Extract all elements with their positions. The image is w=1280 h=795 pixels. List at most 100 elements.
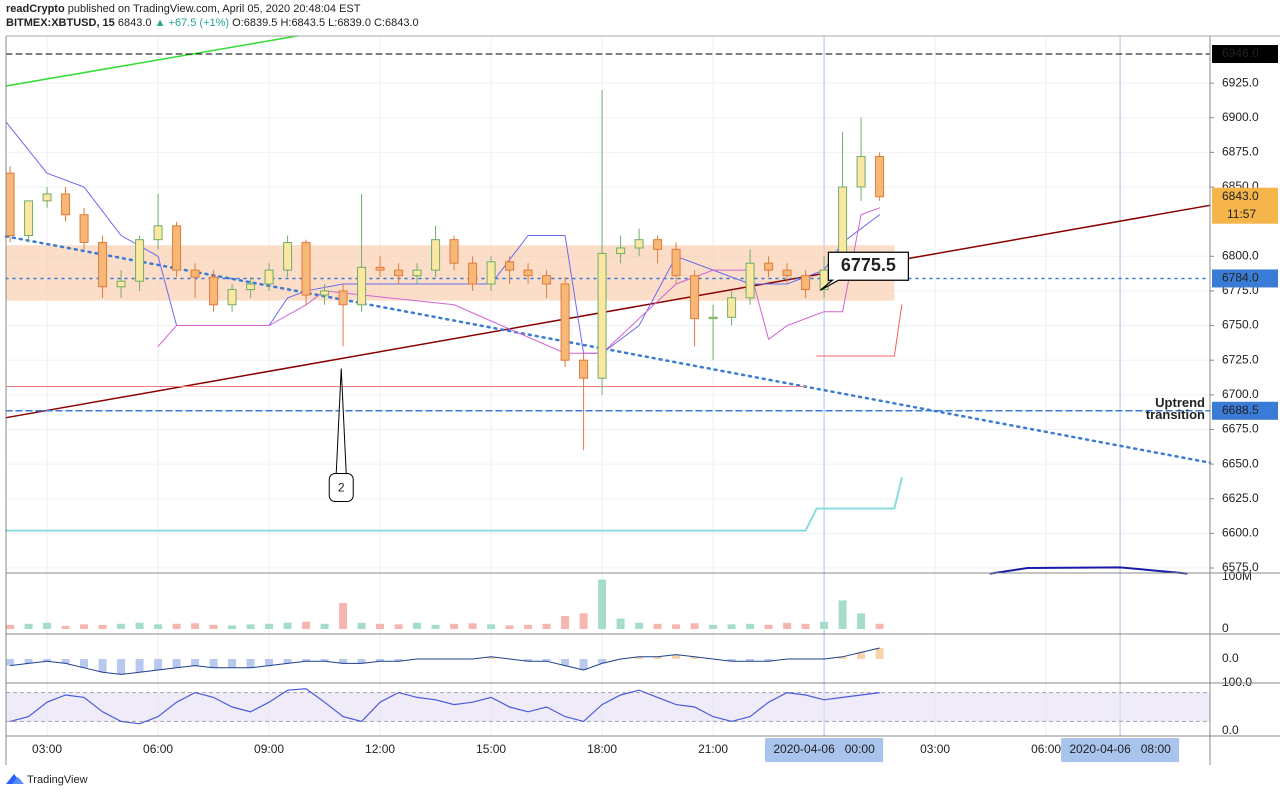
note-text: Uptrend	[1155, 395, 1205, 410]
macd-hist	[635, 656, 644, 659]
volume-bar	[450, 623, 459, 629]
price-label-box	[1212, 187, 1278, 224]
macd-hist	[283, 659, 292, 664]
symbol-line: BITMEX:XBTUSD, 15 6843.0 ▲ +67.5 (+1%) O…	[6, 17, 419, 29]
macd-line	[10, 647, 880, 675]
macd-hist	[320, 659, 329, 662]
candle-body	[320, 290, 330, 296]
x-tick-label: 15:00	[476, 742, 506, 756]
candle-body	[412, 269, 422, 277]
macd-hist	[561, 659, 570, 666]
volume-bar	[413, 622, 422, 629]
macd-hist	[579, 659, 588, 670]
volume-bar	[61, 625, 70, 629]
candle-body	[338, 290, 348, 306]
candle-body	[764, 262, 774, 271]
volume-bar	[524, 624, 533, 629]
x-tick-label: 03:00	[32, 742, 62, 756]
macd-hist	[394, 659, 403, 662]
volume-bar	[339, 602, 348, 629]
volume-bar	[394, 624, 403, 629]
date-label-box	[1061, 738, 1180, 762]
candle-body	[653, 239, 663, 250]
macd-hist	[265, 659, 274, 666]
volume-bar	[468, 623, 477, 629]
candle-body	[301, 241, 311, 296]
macd-hist	[98, 659, 107, 673]
y-tick-label: 0	[1222, 621, 1229, 635]
macd-hist	[764, 659, 773, 662]
plot: 03:00 06:00 09:00 12:00 15:00 18:00 21:00 03:00…	[4, 35, 1278, 762]
candle-body	[153, 225, 163, 241]
candle-body	[264, 269, 274, 285]
y-tick-label: 6900.0	[1222, 110, 1259, 124]
candle-body	[671, 248, 681, 277]
x-tick-label: 12:00	[365, 742, 395, 756]
volume-bar	[783, 622, 792, 629]
y-tick-label: 6600.0	[1222, 526, 1259, 540]
candle-body	[856, 156, 866, 188]
stoch-zone	[6, 692, 1210, 722]
volume-bar	[616, 618, 625, 629]
candle-body	[616, 247, 626, 255]
macd-hist	[875, 648, 884, 659]
macd-hist	[246, 659, 255, 668]
candle-body	[745, 262, 755, 299]
macd-hist	[24, 659, 33, 664]
footer: TradingView	[27, 774, 88, 786]
candle-body	[782, 269, 792, 277]
candle-body	[875, 156, 885, 198]
volume-bar	[302, 621, 311, 629]
macd-hist	[838, 656, 847, 659]
volume-bar	[376, 623, 385, 629]
note-text: transition	[1146, 407, 1205, 422]
price-label-box	[1212, 269, 1278, 288]
overlay-line	[5, 35, 298, 87]
price-label-box	[1212, 401, 1278, 420]
volume-bar	[690, 623, 699, 629]
marker-label: 2	[338, 481, 345, 495]
macd-hist	[43, 659, 52, 662]
volume-bar	[320, 623, 329, 629]
volume-bar	[431, 624, 440, 629]
x-tick-label: 06:00	[1031, 742, 1061, 756]
candle-body	[634, 239, 644, 249]
macd-hist	[61, 659, 70, 664]
price-label: 6784.0	[1222, 271, 1259, 285]
candle-body	[542, 275, 552, 285]
candle-body	[79, 214, 89, 243]
candle-body	[61, 193, 71, 216]
ohlc: O:6839.5 H:6843.5 L:6839.0 C:6843.0	[232, 17, 419, 29]
macd-hist	[209, 659, 218, 668]
y-tick-label: 6700.0	[1222, 387, 1259, 401]
volume-bar	[24, 623, 33, 629]
macd-hist	[6, 659, 15, 666]
macd-hist	[672, 654, 681, 659]
volume-bar	[487, 624, 496, 629]
candle-body	[579, 359, 589, 379]
y-tick-label: 100.0	[1222, 675, 1252, 689]
candle-body	[357, 266, 367, 306]
volume-bar	[746, 623, 755, 629]
candle-body	[468, 262, 478, 285]
candle-body	[560, 283, 570, 361]
macd-hist	[172, 659, 181, 668]
macd-hist	[191, 659, 200, 666]
volume-bar	[154, 624, 163, 629]
tv-logo	[6, 774, 24, 784]
price-label: 6946.0	[1222, 46, 1259, 60]
y-tick-label: 100M	[1222, 569, 1252, 583]
overlay-line	[816, 304, 903, 357]
volume-bar	[709, 624, 718, 629]
candle-body	[486, 261, 496, 285]
candle-body	[375, 266, 385, 271]
y-tick-label: 6725.0	[1222, 352, 1259, 366]
change: ▲ +67.5 (+1%)	[155, 17, 229, 29]
candle-body	[394, 269, 404, 277]
macd-hist	[302, 659, 311, 662]
macd-hist	[542, 659, 551, 662]
macd-hist	[746, 659, 755, 662]
candle-body	[116, 280, 126, 288]
x-tick-label: 21:00	[698, 742, 728, 756]
y-tick-label: 6575.0	[1222, 560, 1259, 574]
